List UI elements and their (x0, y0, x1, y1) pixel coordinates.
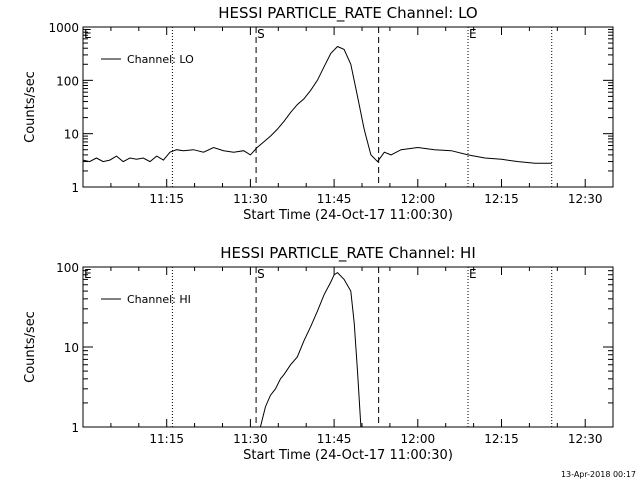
chart-1-x-tick-label: 12:00 (401, 192, 436, 206)
chart-2-y-tick-label: 100 (56, 261, 79, 275)
chart-1-y-tick-label: 10 (64, 128, 79, 142)
chart-1-y-axis-label: Counts/sec (23, 71, 38, 143)
chart-2-x-tick-label: 12:15 (484, 432, 519, 446)
chart-2-y-tick-label: 10 (64, 341, 79, 355)
chart-2-plot-frame (82, 266, 614, 428)
chart-2-y-tick-label: 1 (71, 421, 79, 435)
chart-2-legend-label: Channel: HI (127, 293, 191, 306)
chart-2-y-axis-label: Counts/sec (23, 311, 38, 383)
chart-2-marker-label: S (257, 267, 265, 281)
chart-2-x-tick-label: 11:15 (149, 432, 184, 446)
chart-2-marker-label: E (84, 267, 92, 281)
chart-1-x-tick-label: 12:15 (484, 192, 519, 206)
chart-1-legend-label: Channel: LO (127, 53, 194, 66)
footer-timestamp: 13-Apr-2018 00:17 (560, 470, 636, 479)
chart-1-title: HESSI PARTICLE_RATE Channel: LO (218, 4, 477, 23)
chart-1-x-tick-label: 12:30 (568, 192, 603, 206)
chart-1-x-axis-label: Start Time (24-Oct-17 11:00:30) (243, 208, 453, 223)
chart-2-marker-label: E (469, 267, 477, 281)
chart-1-y-tick-label: 100 (56, 74, 79, 88)
chart-2-x-tick-label: 11:30 (233, 432, 268, 446)
chart-2-x-axis-label: Start Time (24-Oct-17 11:00:30) (243, 448, 453, 463)
chart-2-x-tick-label: 11:45 (317, 432, 352, 446)
chart-1-x-tick-label: 11:30 (233, 192, 268, 206)
chart-2-x-tick-label: 12:00 (401, 432, 436, 446)
chart-2-x-tick-label: 12:30 (568, 432, 603, 446)
chart-1-y-tick-label: 1000 (48, 21, 79, 35)
chart-1-x-tick-label: 11:45 (317, 192, 352, 206)
chart-1-marker-label: E (84, 27, 92, 41)
chart-1-series-1-line (83, 45, 552, 164)
chart-2-series-1-line (259, 271, 362, 427)
chart-2-title: HESSI PARTICLE_RATE Channel: HI (220, 244, 476, 263)
chart-1-y-tick-label: 1 (71, 181, 79, 195)
chart-1-marker-label: E (469, 27, 477, 41)
chart-1-x-tick-label: 11:15 (149, 192, 184, 206)
chart-1-marker-label: S (257, 27, 265, 41)
chart-1-plot-frame (82, 26, 614, 188)
